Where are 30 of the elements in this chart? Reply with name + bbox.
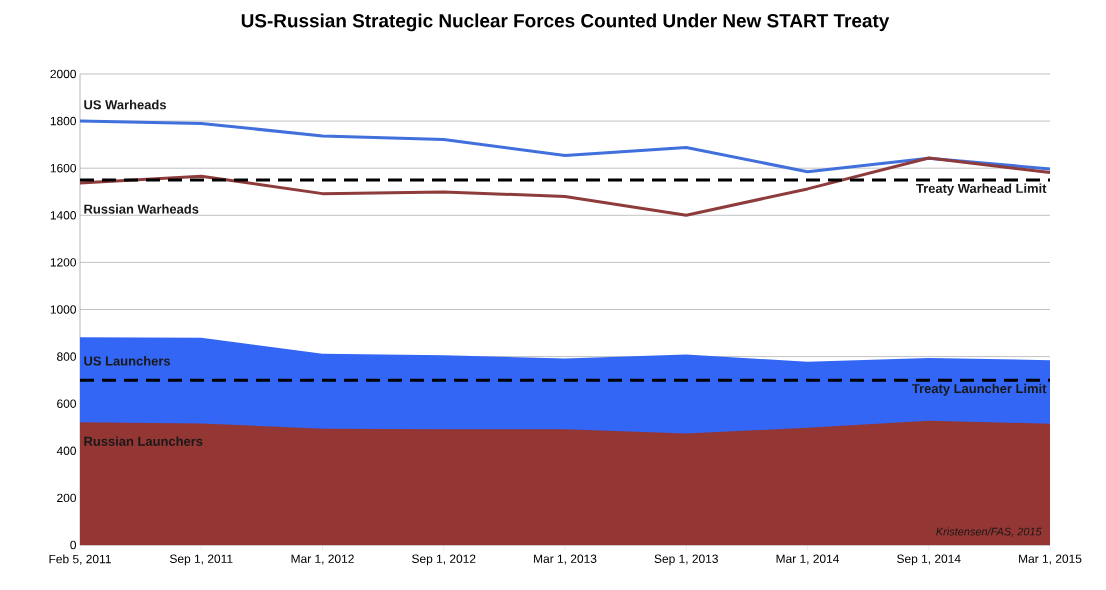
x-tick-label: Sep 1, 2013 <box>654 554 718 566</box>
y-tick-label: 400 <box>56 446 77 456</box>
series-label: US Launchers <box>84 356 171 366</box>
x-tick-label: Sep 1, 2014 <box>897 554 961 566</box>
chart-title: US-Russian Strategic Nuclear Forces Counted Under New START Treaty <box>241 13 890 32</box>
series-label: Russian Warheads <box>84 204 199 214</box>
x-tick-label: Sep 1, 2011 <box>170 554 233 566</box>
x-tick-label: Mar 1, 2013 <box>534 554 597 565</box>
y-tick-label: 200 <box>57 493 77 503</box>
ref-line-label: Treaty Launcher Limit <box>912 383 1047 396</box>
line-series <box>78 156 1052 217</box>
y-tick-label: 1400 <box>50 211 77 220</box>
series-label: US Warheads <box>84 99 166 110</box>
line-series <box>78 119 1052 174</box>
ref-line-label: Treaty Warhead Limit <box>916 183 1047 196</box>
x-tick-label: Sep 1, 2012 <box>412 554 476 566</box>
y-tick-label: 1600 <box>50 163 77 173</box>
annotation: Kristensen/FAS, 2015 <box>936 527 1042 537</box>
series-label: Russian Launchers <box>84 436 203 446</box>
x-tick-label: Mar 1, 2015 <box>1019 554 1082 565</box>
y-tick-label: 1800 <box>50 116 77 126</box>
y-tick-label: 0 <box>70 540 77 550</box>
y-tick-label: 1000 <box>50 305 77 314</box>
y-tick-label: 2000 <box>50 69 77 79</box>
x-tick-label: Mar 1, 2012 <box>291 554 354 565</box>
y-tick-label: 600 <box>57 399 77 408</box>
y-tick-label: 800 <box>57 352 77 361</box>
y-tick-label: 1200 <box>50 258 77 267</box>
x-tick-label: Mar 1, 2014 <box>776 554 840 565</box>
x-tick-label: Feb 5, 2011 <box>49 554 111 565</box>
